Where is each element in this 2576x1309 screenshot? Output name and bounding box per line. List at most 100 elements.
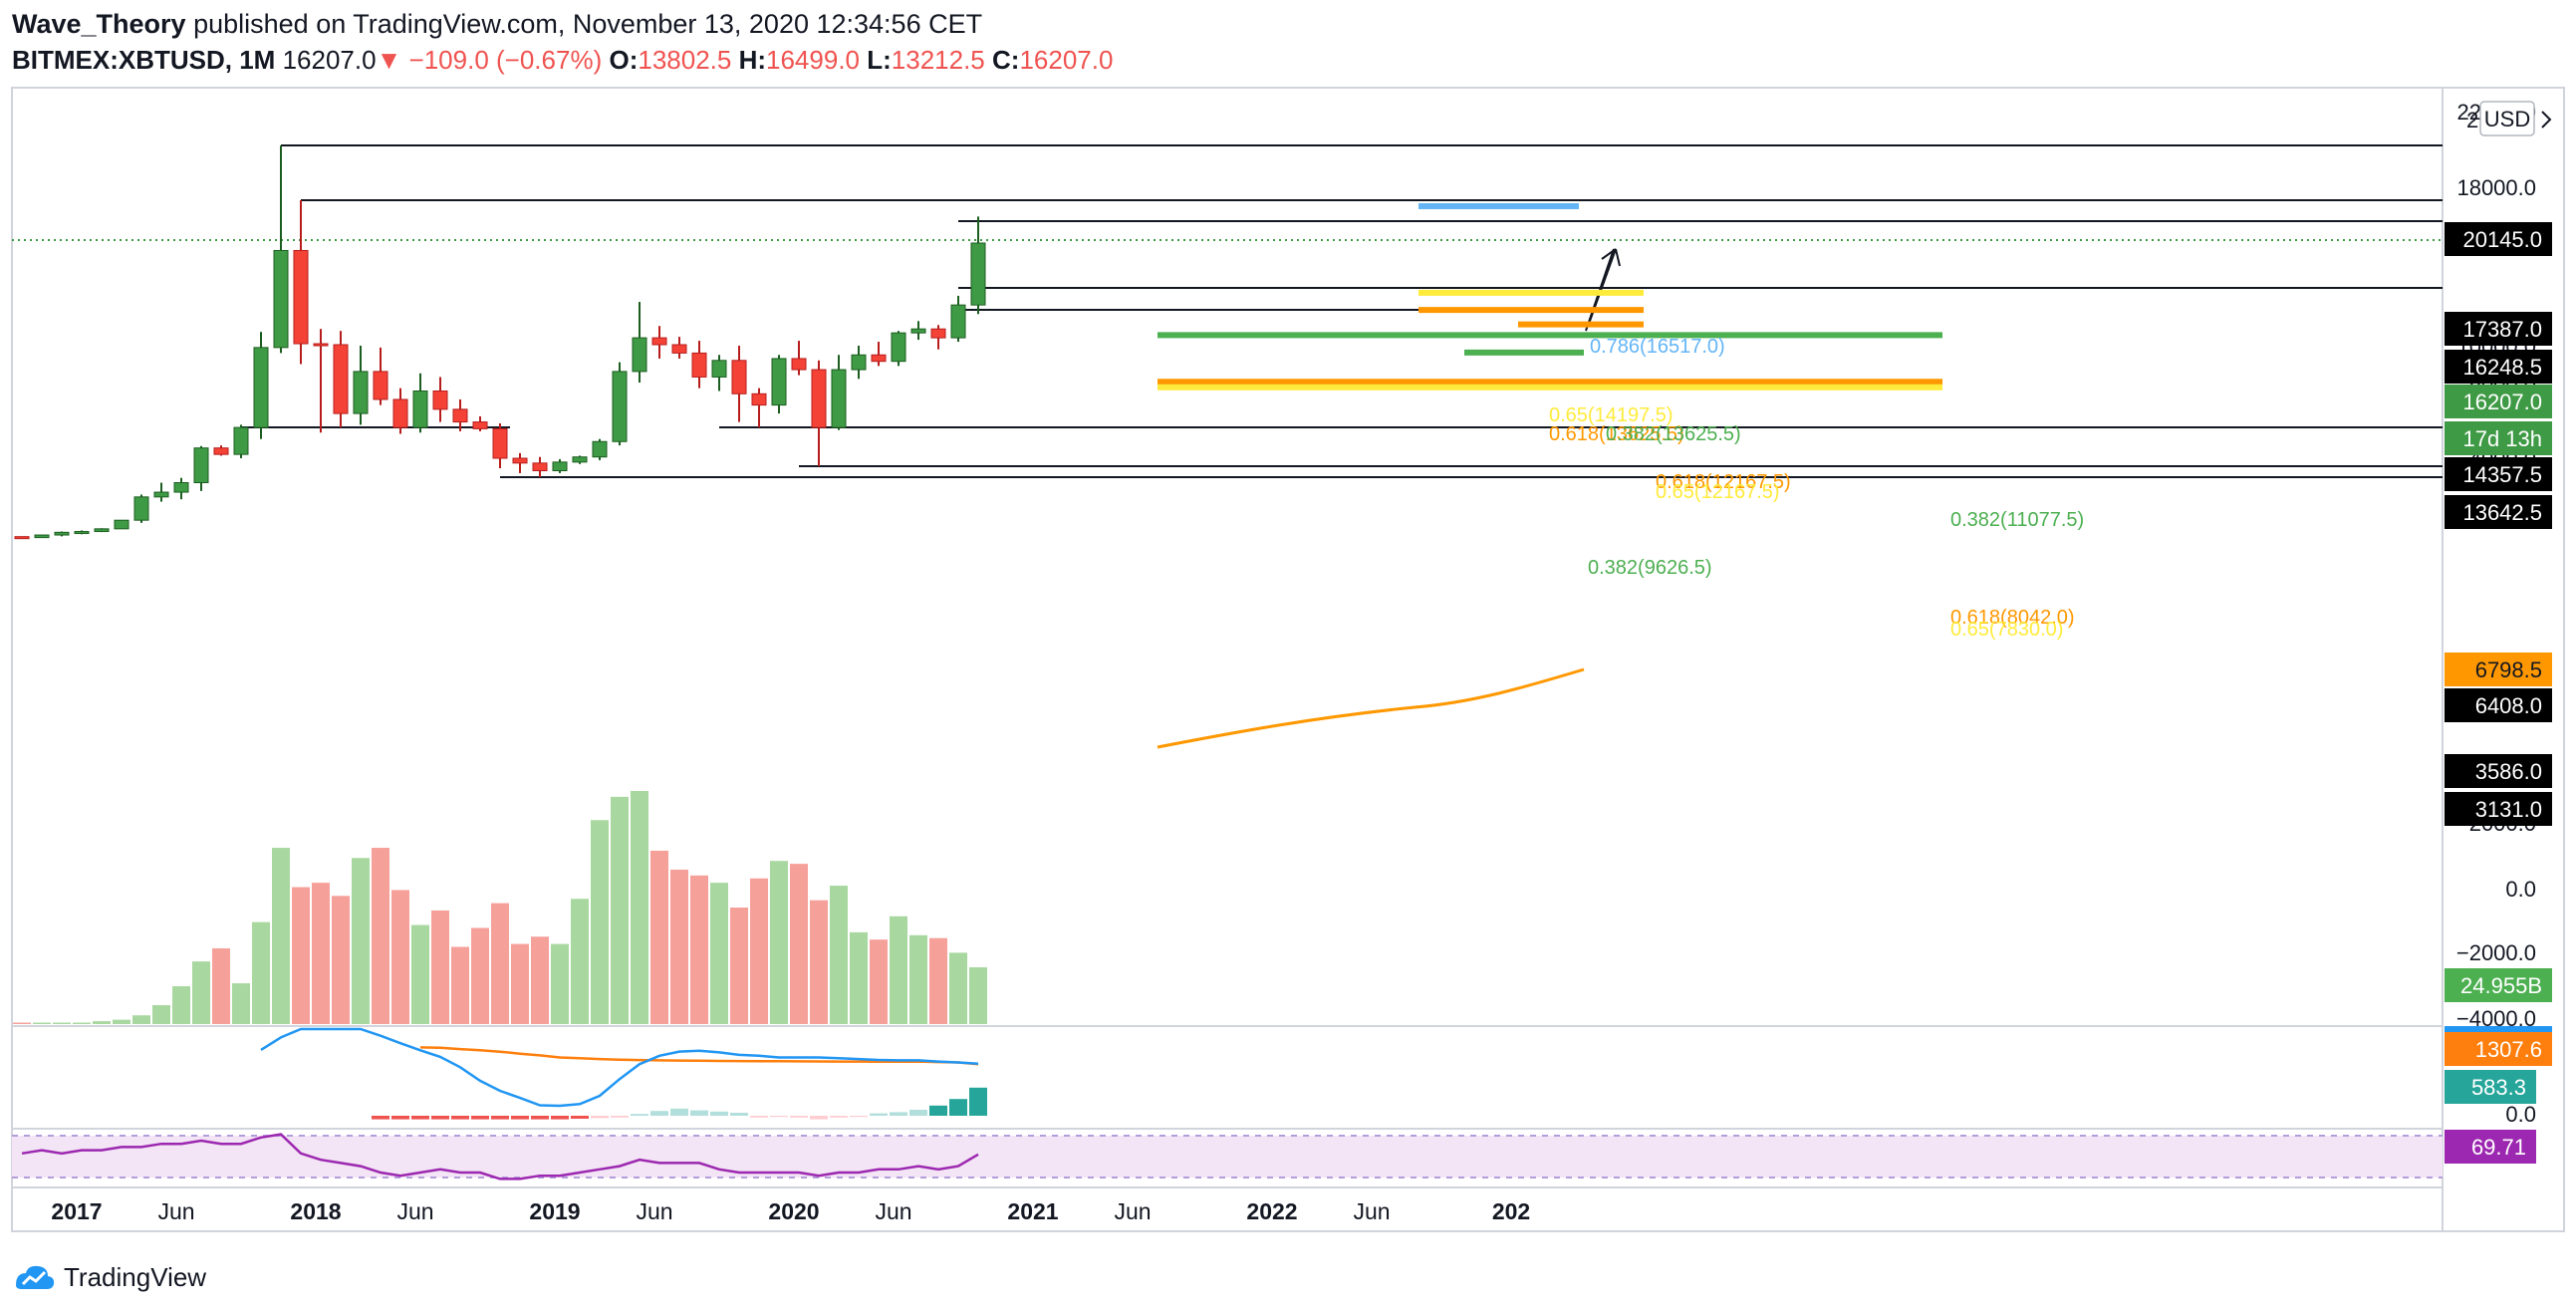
price-tag-label: 17d 13h xyxy=(2462,426,2542,451)
plot-area xyxy=(11,87,2444,1232)
candle-body xyxy=(930,328,946,339)
volume-bar xyxy=(810,900,828,1024)
macd-tag-label: 1307.6 xyxy=(2475,1037,2542,1062)
candle-body xyxy=(950,304,966,339)
histogram-tag xyxy=(2445,1070,2536,1104)
time-axis-label: 2022 xyxy=(1246,1198,1297,1224)
chart-header: Wave_Theory published on TradingView.com… xyxy=(12,6,1805,78)
candle-body xyxy=(970,242,986,306)
volume-bar xyxy=(292,887,310,1024)
volume-bar xyxy=(790,864,808,1024)
volume-bar xyxy=(352,858,370,1024)
macd-tag xyxy=(2445,1032,2552,1066)
volume-tag xyxy=(2445,968,2552,1002)
macd-histogram-bar xyxy=(790,1116,808,1118)
high-label: H: xyxy=(738,45,767,75)
currency-badge-label: USD xyxy=(2484,107,2530,131)
price-tag xyxy=(2445,688,2552,722)
candle-body xyxy=(153,491,169,498)
candle-body xyxy=(791,358,807,371)
candle-body xyxy=(133,496,149,521)
macd-histogram-bar xyxy=(949,1099,967,1116)
fibonacci-level-label: 0.382(11077.5) xyxy=(1950,509,2084,531)
time-axis-label: Jun xyxy=(396,1198,433,1224)
price-tag xyxy=(2445,754,2552,788)
volume-bar xyxy=(770,861,788,1024)
symbol-label[interactable]: BITMEX:XBTUSD, 1M xyxy=(12,45,276,75)
volume-layer xyxy=(13,791,987,1024)
volume-bar xyxy=(192,961,210,1024)
time-axis-label: Jun xyxy=(1353,1198,1390,1224)
macd-histogram-bar xyxy=(491,1116,509,1120)
price-tag-label: 6798.5 xyxy=(2475,657,2542,682)
volume-bar xyxy=(949,952,967,1024)
volume-bar xyxy=(670,869,688,1024)
time-axis-label: 2021 xyxy=(1007,1198,1058,1224)
volume-bar xyxy=(511,943,529,1024)
macd-histogram-bar xyxy=(909,1110,927,1116)
candle-body xyxy=(114,519,129,530)
volume-bar xyxy=(113,1019,130,1024)
rsi-tag xyxy=(2445,1130,2536,1164)
candle-body xyxy=(871,354,887,363)
close-value: 16207.0 xyxy=(1019,45,1114,75)
candle-body xyxy=(632,337,647,373)
close-label: C: xyxy=(992,45,1020,75)
volume-bar xyxy=(611,796,629,1024)
candle-body xyxy=(412,390,428,428)
volume-tick-label: −2000.0 xyxy=(2456,940,2536,965)
candle-body xyxy=(193,447,209,484)
volume-bar xyxy=(451,946,469,1024)
volume-tick-label: 0.0 xyxy=(2505,877,2536,902)
volume-bar xyxy=(730,908,748,1024)
macd-histogram-bar xyxy=(571,1116,589,1119)
volume-bar xyxy=(332,896,350,1024)
candle-body xyxy=(910,328,926,334)
fibonacci-level-label: 0.382(9626.5) xyxy=(1588,557,1712,579)
rsi-tag-label: 69.71 xyxy=(2471,1135,2526,1160)
candle-body xyxy=(333,344,349,414)
candle-body xyxy=(14,536,30,540)
price-tag-label: 3131.0 xyxy=(2475,797,2542,822)
macd-histogram-bar xyxy=(710,1111,728,1116)
volume-bar xyxy=(312,883,330,1024)
volume-bar xyxy=(890,916,907,1024)
candles-layer[interactable] xyxy=(14,145,986,540)
price-tag xyxy=(2445,350,2552,384)
volume-bar xyxy=(73,1022,91,1024)
volume-bar xyxy=(631,791,648,1024)
last-price: 16207.0 xyxy=(282,45,377,75)
fibonacci-level-label: 0.618(13625.5) xyxy=(1549,423,1684,445)
fibonacci-level-label: 0.786(16517.0) xyxy=(1590,336,1725,358)
volume-bar xyxy=(491,903,509,1024)
volume-bar xyxy=(471,927,489,1024)
macd-histogram-bar xyxy=(451,1116,469,1120)
volume-bar xyxy=(551,943,569,1024)
footer-brand[interactable]: TradingView xyxy=(14,1257,206,1297)
down-arrow-icon: ▼ xyxy=(376,45,402,75)
candle-body xyxy=(592,440,608,458)
candle-body xyxy=(532,462,548,471)
macd-histogram-bar xyxy=(631,1114,648,1116)
fibonacci-level-label: 0.382(13625.5) xyxy=(1606,423,1741,445)
volume-bar xyxy=(690,875,708,1024)
open-label: O: xyxy=(609,45,639,75)
fibonacci-level-label: 0.618(12167.5) xyxy=(1656,471,1791,493)
open-value: 13802.5 xyxy=(638,45,732,75)
fibonacci-level-label: 0.65(7830.0) xyxy=(1950,619,2063,641)
moving-average-line xyxy=(1157,667,1585,749)
volume-bar xyxy=(870,939,888,1024)
time-axis-label: Jun xyxy=(636,1198,672,1224)
volume-bar xyxy=(830,886,848,1024)
price-tag-label: 20145.0 xyxy=(2462,227,2542,252)
macd-histogram-bar xyxy=(730,1113,748,1116)
macd-histogram-bar xyxy=(870,1113,888,1116)
macd-histogram-bar xyxy=(650,1111,668,1116)
candle-body xyxy=(811,369,827,428)
volume-bar xyxy=(152,1004,170,1024)
candle-body xyxy=(253,347,269,428)
candle-body xyxy=(512,457,528,464)
macd-histogram-bar xyxy=(929,1105,947,1116)
author-name[interactable]: Wave_Theory xyxy=(12,9,186,39)
